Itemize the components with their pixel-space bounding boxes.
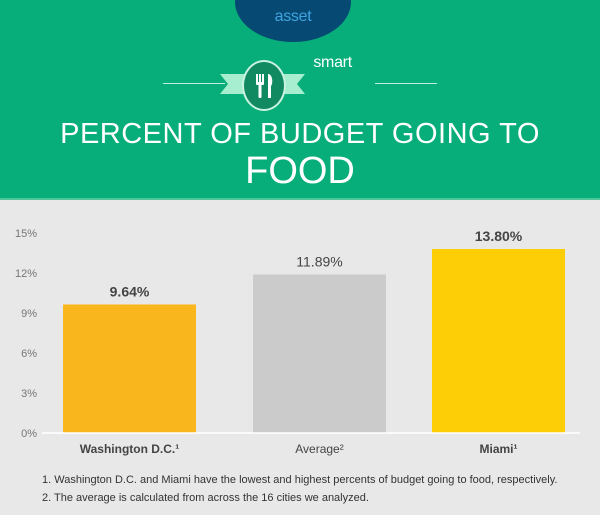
x-tick-label: Average² bbox=[295, 442, 343, 456]
divider-right bbox=[375, 83, 437, 84]
data-label: 13.80% bbox=[475, 228, 523, 244]
y-tick-label: 0% bbox=[21, 428, 37, 440]
footnotes: 1. Washington D.C. and Miami have the lo… bbox=[42, 471, 557, 507]
data-label: 11.89% bbox=[296, 253, 342, 269]
title-line-1: PERCENT OF BUDGET GOING TO bbox=[60, 118, 540, 150]
bar-2 bbox=[432, 249, 565, 433]
y-tick-label: 12% bbox=[15, 268, 37, 280]
footnote-1: 1. Washington D.C. and Miami have the lo… bbox=[42, 474, 558, 486]
bar-chart: 0% 3% 6% 9% 12% 15% 9.64% Washington D.C.¹ 11.89… bbox=[15, 228, 580, 456]
footnote-2: 2. The average is calculated from across… bbox=[42, 492, 369, 504]
y-tick-label: 6% bbox=[21, 348, 37, 360]
bar-1 bbox=[253, 274, 386, 433]
y-tick-label: 9% bbox=[21, 308, 37, 320]
y-tick-label: 3% bbox=[21, 388, 37, 400]
header-banner: smart asset PERCENT OF BUDGET GOING TO FO… bbox=[0, 0, 600, 200]
bar-0 bbox=[63, 304, 196, 433]
fork-knife-icon bbox=[242, 60, 286, 111]
x-tick-label: Washington D.C.¹ bbox=[80, 442, 180, 456]
smartasset-logo: smart asset bbox=[235, 0, 352, 71]
x-tick-label: Miami¹ bbox=[479, 442, 517, 456]
data-label: 9.64% bbox=[110, 283, 150, 299]
divider-left bbox=[163, 83, 225, 84]
title-line-2: FOOD bbox=[245, 150, 355, 192]
y-tick-label: 15% bbox=[15, 228, 37, 240]
